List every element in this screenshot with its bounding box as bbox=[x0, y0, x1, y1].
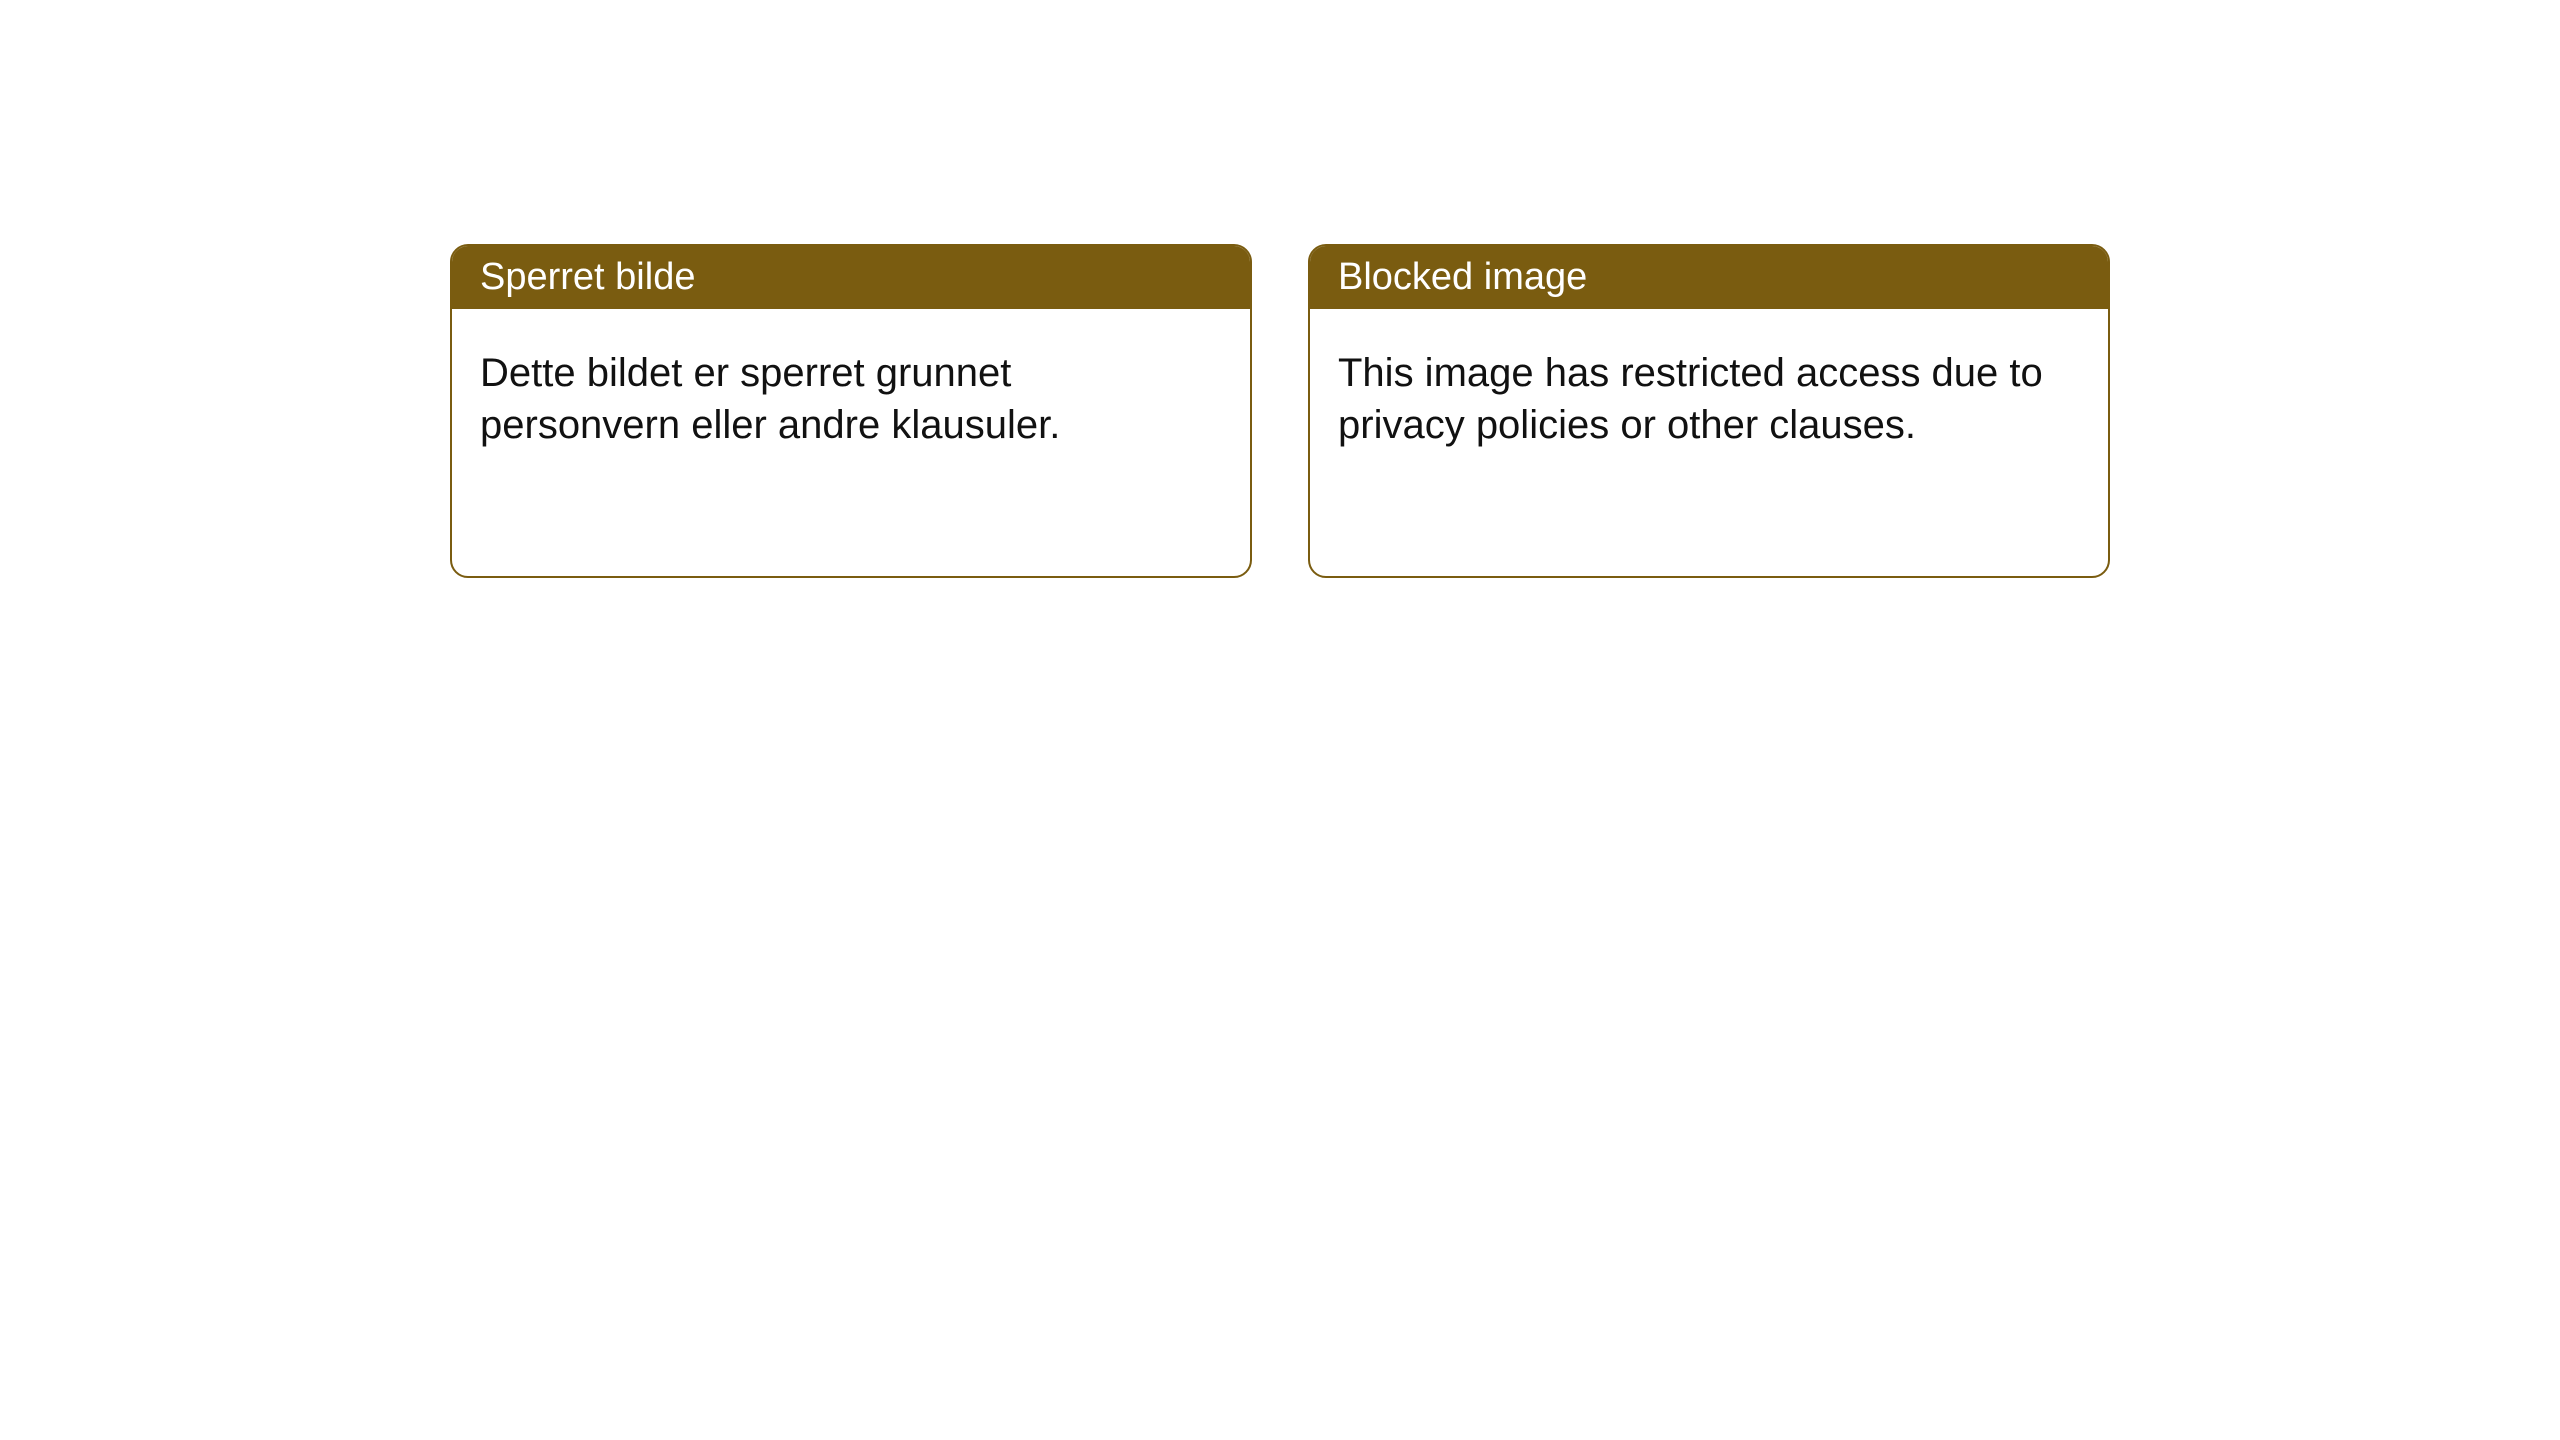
notice-card-en: Blocked image This image has restricted … bbox=[1308, 244, 2110, 578]
notice-card-no: Sperret bilde Dette bildet er sperret gr… bbox=[450, 244, 1252, 578]
notice-body-en: This image has restricted access due to … bbox=[1310, 309, 2108, 489]
notice-title-en: Blocked image bbox=[1310, 246, 2108, 309]
notice-title-no: Sperret bilde bbox=[452, 246, 1250, 309]
notice-container: Sperret bilde Dette bildet er sperret gr… bbox=[0, 0, 2560, 578]
notice-body-no: Dette bildet er sperret grunnet personve… bbox=[452, 309, 1250, 489]
